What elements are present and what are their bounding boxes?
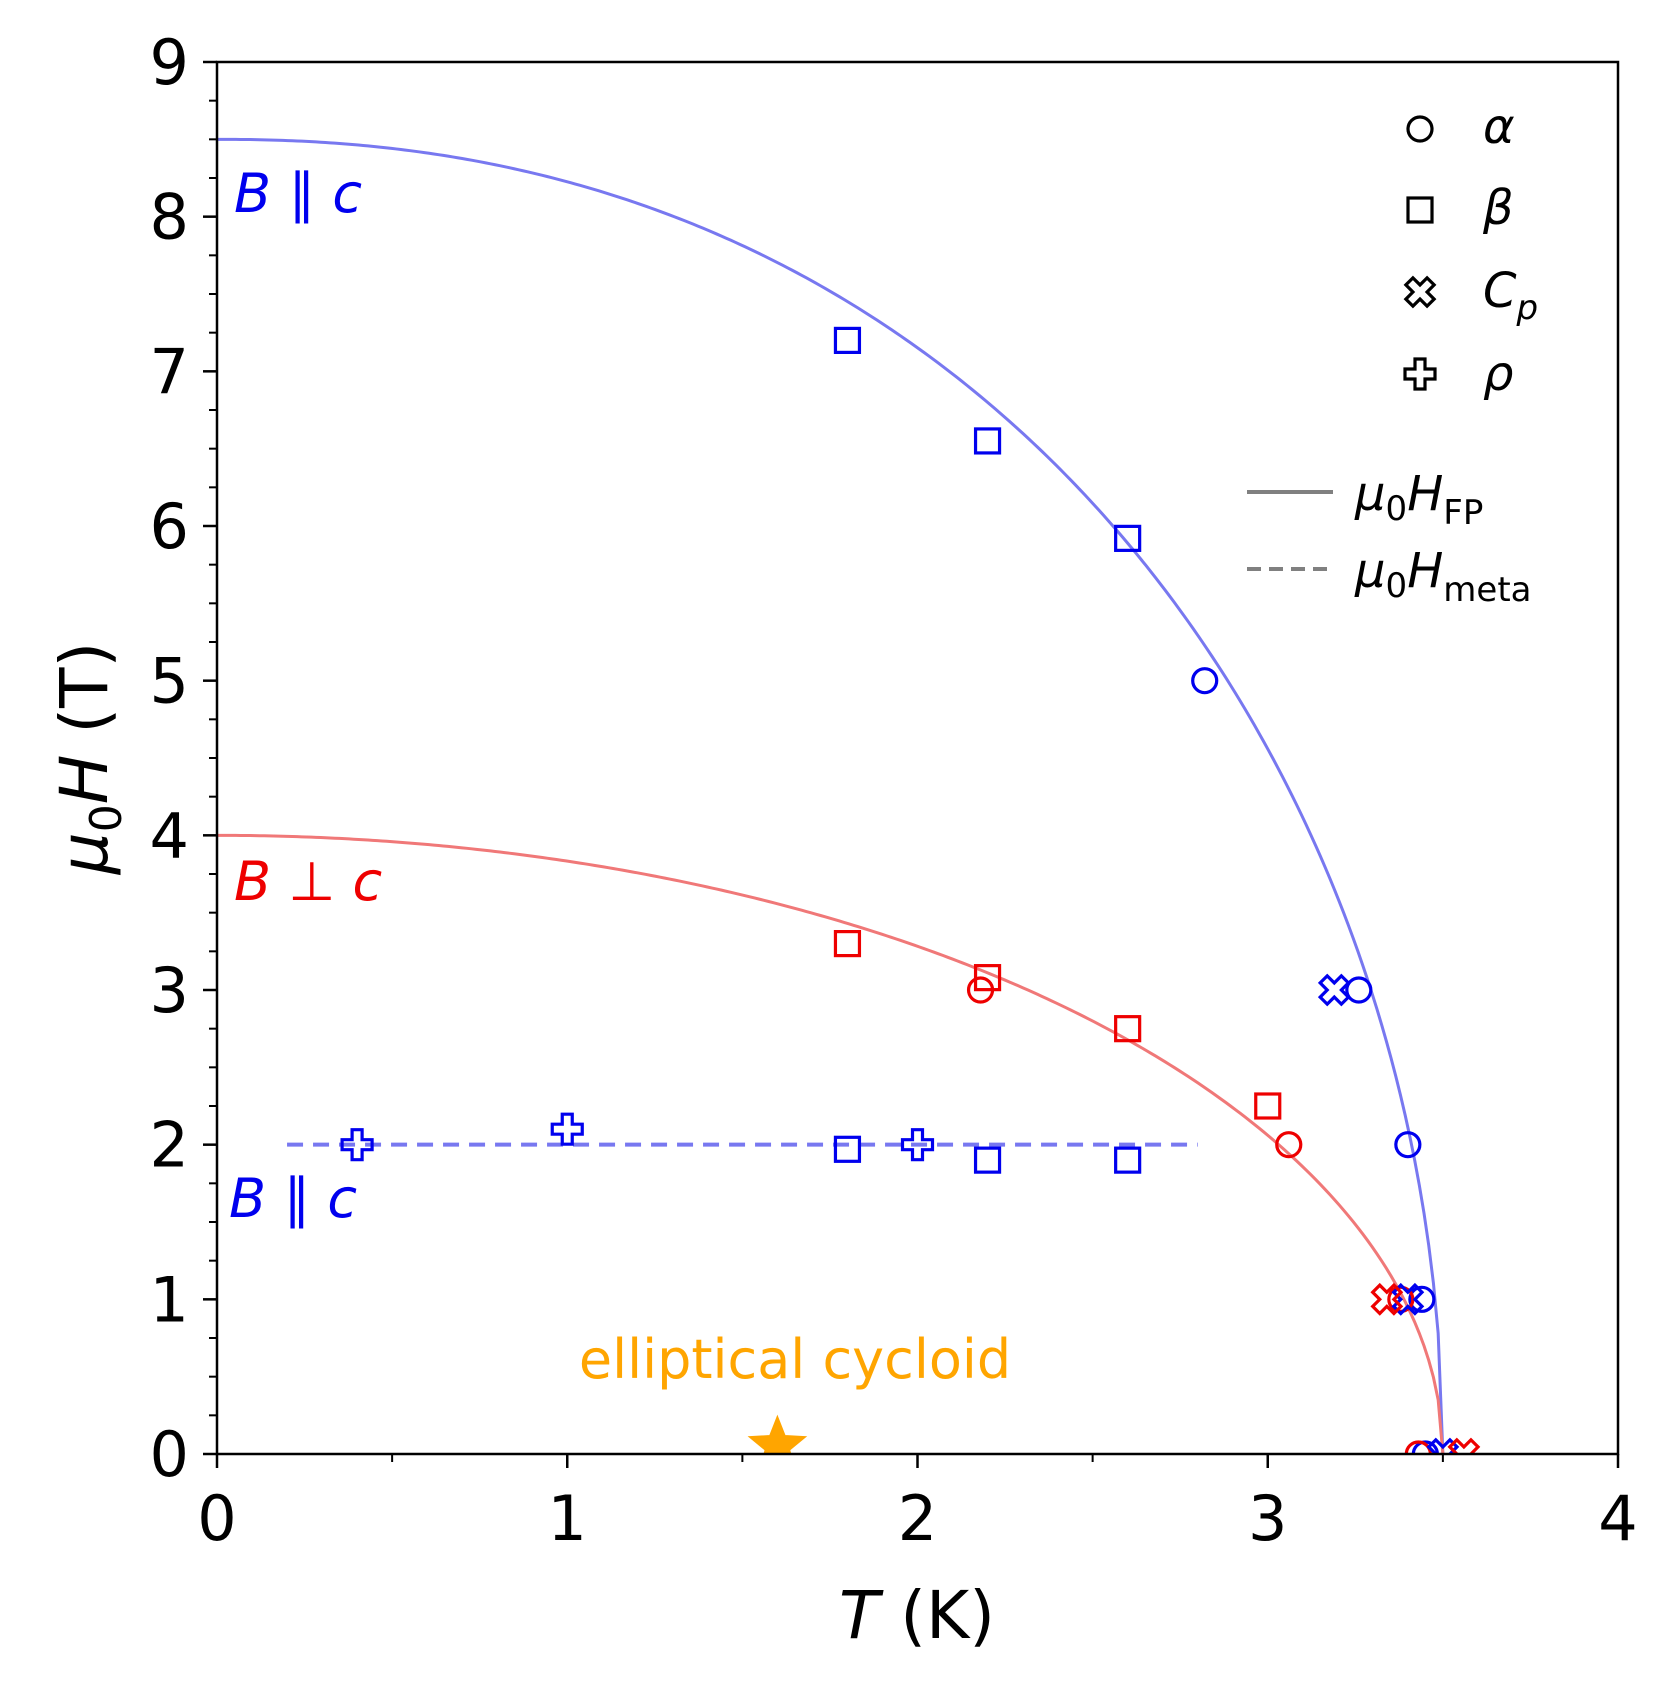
marker-circle-blue (1408, 1285, 1436, 1313)
annotation-axis: c (327, 1167, 357, 1230)
legend-hmeta-h: H (1407, 543, 1443, 599)
legend-hmeta-sub: meta (1443, 570, 1531, 610)
plot-frame (215, 60, 1620, 1456)
marker-square-blue (973, 427, 1002, 455)
marker-square-red (973, 964, 1002, 992)
marker-xmark-red (1370, 1282, 1404, 1316)
marker-circle-blue (1191, 667, 1219, 695)
legend-marker-icons (1403, 115, 1437, 391)
annotation-b-parallel-c-top: B ∥ c (234, 162, 362, 225)
marker-plus-blue (340, 1128, 374, 1162)
legend-hfp-sub: FP (1443, 493, 1483, 533)
annotation-elliptical-cycloid: elliptical cycloid (579, 1328, 1011, 1391)
legend-label-beta: β (1482, 180, 1514, 236)
marker-plus-blue (900, 1128, 935, 1162)
star-marker (747, 1414, 808, 1454)
legend-label-hmeta: μ0Hmeta (1354, 543, 1532, 610)
marker-xmark-blue (1426, 1437, 1460, 1454)
annotation-relation: ∥ (283, 1167, 310, 1230)
legend-icon-circle (1406, 115, 1434, 143)
marker-square-blue (1114, 524, 1142, 552)
marker-square-red (1114, 1015, 1142, 1043)
y-tick-label: 8 (150, 181, 189, 254)
x-tick-label: 2 (898, 1482, 937, 1555)
marker-circle-blue (1345, 976, 1373, 1004)
legend-icon-xmark (1403, 275, 1437, 309)
annotation-b-perp-c: B ⊥ c (234, 850, 382, 913)
x-tick-label: 4 (1598, 1482, 1637, 1555)
curve-fp-1 (216, 833, 1445, 1455)
marker-square-blue (973, 1146, 1002, 1174)
legend-label-cp: Cp (1483, 263, 1538, 328)
marker-circle-red (1275, 1131, 1303, 1159)
tick-layer: 0 1 2 3 4 0 1 2 3 4 5 6 7 8 9 (150, 26, 1638, 1555)
y-tick-label: 3 (150, 954, 189, 1027)
x-axis-unit: (K) (900, 1577, 995, 1654)
legend-hmeta-sub0: 0 (1386, 566, 1408, 606)
marker-plus-blue (550, 1112, 584, 1146)
legend-hmeta-mu: μ (1354, 543, 1386, 599)
marker-square-blue (1114, 1146, 1142, 1174)
x-axis-symbol: T (839, 1577, 884, 1654)
y-axis-title: μ0H (T) (46, 642, 132, 875)
legend-hfp-sub0: 0 (1386, 489, 1408, 529)
marker-layer (340, 326, 1481, 1454)
y-tick-label: 2 (150, 1109, 189, 1182)
annotation-b-parallel-c-low: B ∥ c (229, 1167, 357, 1230)
legend-cp-symbol: C (1483, 263, 1517, 319)
annotation-axis: c (352, 850, 382, 913)
y-tick-label: 6 (150, 490, 189, 563)
marker-xmark-blue (1317, 973, 1351, 1007)
legend-label-alpha: α (1483, 99, 1515, 155)
marker-xmark-blue (1391, 1282, 1425, 1316)
y-tick-label: 7 (150, 335, 189, 408)
x-tick-label: 0 (197, 1482, 236, 1555)
annotation-symbol: B (234, 162, 271, 225)
marker-xmark-red (1447, 1437, 1481, 1454)
marker-circle-red (1404, 1440, 1432, 1454)
marker-square-blue (833, 326, 862, 354)
legend-cp-subscript: p (1516, 288, 1539, 328)
legend-hfp-h: H (1407, 466, 1443, 522)
legend-hfp-mu: μ (1354, 466, 1386, 522)
y-tick-label: 5 (150, 645, 189, 718)
marker-circle-blue (1411, 1440, 1439, 1454)
curve-fp-0 (216, 137, 1445, 1455)
y-tick-label: 0 (150, 1418, 189, 1491)
curve-layer (216, 137, 1445, 1455)
annotation-axis: c (332, 162, 362, 225)
annotation-symbol: B (229, 1167, 266, 1230)
y-tick-label: 4 (150, 799, 189, 872)
legend-icon-square (1406, 196, 1434, 224)
annotation-symbol: B (234, 850, 271, 913)
annotation-relation: ⊥ (288, 850, 335, 913)
y-axis-unit: (T) (46, 642, 123, 734)
legend: α β Cp ρ μ0HFP μ0Hmeta (1247, 99, 1538, 610)
y-axis-symbol-mu: μ (46, 832, 123, 875)
marker-circle-blue (1394, 1131, 1422, 1159)
y-tick-label: 1 (150, 1263, 189, 1336)
marker-square-red (1254, 1092, 1282, 1120)
legend-label-rho: ρ (1483, 346, 1513, 402)
x-tick-label: 1 (548, 1482, 587, 1555)
marker-square-red (833, 929, 862, 958)
y-axis-symbol-h: H (46, 755, 123, 805)
annotation-relation: ∥ (288, 162, 315, 225)
marker-square-blue (833, 1135, 862, 1163)
clipped-markers (340, 326, 1481, 1454)
legend-label-hfp: μ0HFP (1354, 466, 1483, 533)
x-tick-label: 3 (1248, 1482, 1287, 1555)
y-tick-label: 9 (150, 26, 189, 99)
y-axis-subscript: 0 (81, 804, 132, 832)
legend-icon-plus (1403, 357, 1437, 391)
x-axis-title: T (K) (839, 1577, 995, 1654)
